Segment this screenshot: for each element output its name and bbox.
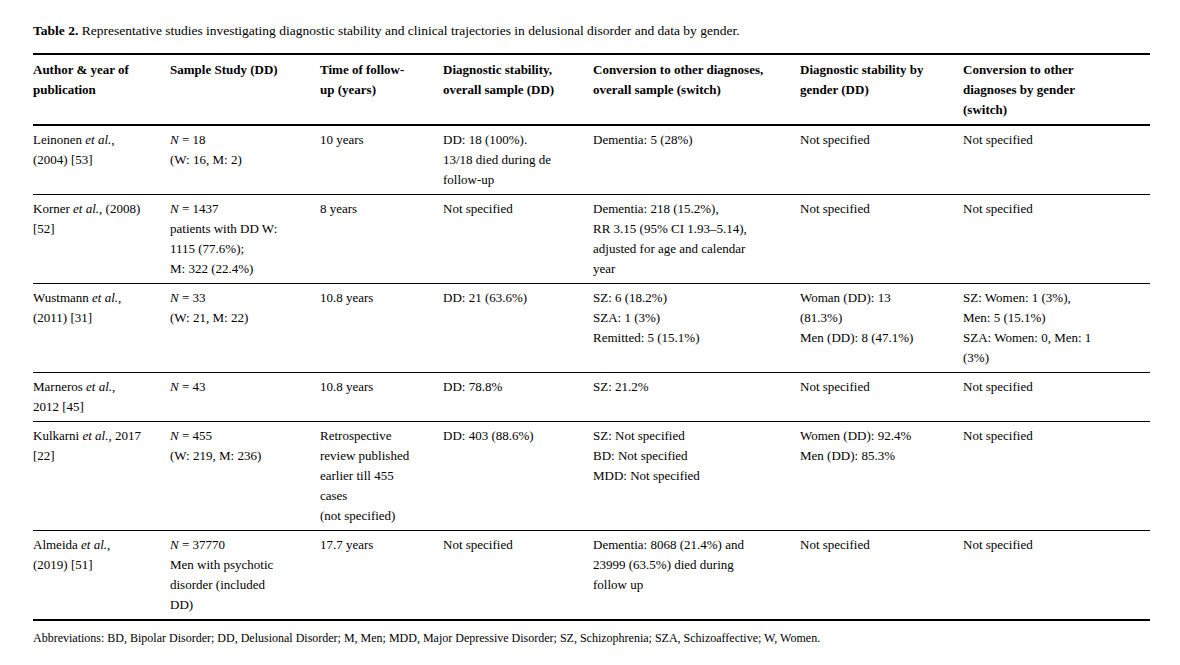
table-caption: Table 2. Representative studies investig…: [33, 14, 1150, 53]
conversion-overall-cell: SZ: Not specifiedBD: Not specifiedMDD: N…: [593, 422, 800, 531]
sample-study-cell: N = 455(W: 219, M: 236): [170, 422, 320, 531]
diagnostic-stability-gender-cell: Woman (DD): 13(81.3%)Men (DD): 8 (47.1%): [800, 284, 963, 373]
conversion-gender-cell: Not specified: [963, 373, 1150, 422]
table-header-row: Author & year ofpublicationSample Study …: [33, 54, 1150, 125]
diagnostic-stability-overall-cell: DD: 18 (100%).13/18 died during defollow…: [443, 125, 593, 195]
author-year-cell: Kulkarni et al., 2017[22]: [33, 422, 170, 531]
study-row-almeida-2019: Almeida et al.,(2019) [51]N = 37770Men w…: [33, 531, 1150, 621]
column-header-conversion-overall: Conversion to other diagnoses,overall sa…: [593, 54, 800, 125]
sample-study-cell: N = 43: [170, 373, 320, 422]
diagnostic-stability-gender-cell: Women (DD): 92.4%Men (DD): 85.3%: [800, 422, 963, 531]
follow-up-time-cell: 10 years: [320, 125, 443, 195]
author-year-cell: Korner et al., (2008)[52]: [33, 195, 170, 284]
study-row-marneros-2012: Marneros et al.,2012 [45]N = 4310.8 year…: [33, 373, 1150, 422]
column-header-author-year: Author & year ofpublication: [33, 54, 170, 125]
page: Table 2. Representative studies investig…: [0, 0, 1180, 646]
conversion-overall-cell: Dementia: 5 (28%): [593, 125, 800, 195]
study-row-wustmann-2011: Wustmann et al.,(2011) [31]N = 33(W: 21,…: [33, 284, 1150, 373]
conversion-overall-cell: Dementia: 8068 (21.4%) and23999 (63.5%) …: [593, 531, 800, 621]
column-header-diagnostic-stability-gender: Diagnostic stability bygender (DD): [800, 54, 963, 125]
table-caption-text: Representative studies investigating dia…: [78, 23, 739, 38]
author-year-cell: Marneros et al.,2012 [45]: [33, 373, 170, 422]
conversion-overall-cell: Dementia: 218 (15.2%),RR 3.15 (95% CI 1.…: [593, 195, 800, 284]
column-header-diagnostic-stability-overall: Diagnostic stability,overall sample (DD): [443, 54, 593, 125]
diagnostic-stability-overall-cell: DD: 403 (88.6%): [443, 422, 593, 531]
column-header-follow-up-time: Time of follow-up (years): [320, 54, 443, 125]
author-year-cell: Wustmann et al.,(2011) [31]: [33, 284, 170, 373]
diagnostic-stability-overall-cell: DD: 21 (63.6%): [443, 284, 593, 373]
follow-up-time-cell: 10.8 years: [320, 284, 443, 373]
diagnostic-stability-gender-cell: Not specified: [800, 373, 963, 422]
conversion-gender-cell: Not specified: [963, 531, 1150, 621]
studies-table: Author & year ofpublicationSample Study …: [33, 53, 1150, 621]
column-header-sample-study: Sample Study (DD): [170, 54, 320, 125]
conversion-gender-cell: SZ: Women: 1 (3%),Men: 5 (15.1%)SZA: Wom…: [963, 284, 1150, 373]
follow-up-time-cell: Retrospectivereview publishedearlier til…: [320, 422, 443, 531]
study-row-kulkarni-2017: Kulkarni et al., 2017[22]N = 455(W: 219,…: [33, 422, 1150, 531]
sample-study-cell: N = 18(W: 16, M: 2): [170, 125, 320, 195]
author-year-cell: Leinonen et al.,(2004) [53]: [33, 125, 170, 195]
diagnostic-stability-overall-cell: Not specified: [443, 195, 593, 284]
conversion-overall-cell: SZ: 21.2%: [593, 373, 800, 422]
sample-study-cell: N = 33(W: 21, M: 22): [170, 284, 320, 373]
table-caption-label: Table 2.: [33, 23, 78, 38]
column-header-conversion-gender: Conversion to otherdiagnoses by gender(s…: [963, 54, 1150, 125]
conversion-overall-cell: SZ: 6 (18.2%)SZA: 1 (3%)Remitted: 5 (15.…: [593, 284, 800, 373]
conversion-gender-cell: Not specified: [963, 125, 1150, 195]
follow-up-time-cell: 8 years: [320, 195, 443, 284]
diagnostic-stability-gender-cell: Not specified: [800, 531, 963, 621]
table-body: Leinonen et al.,(2004) [53]N = 18(W: 16,…: [33, 125, 1150, 620]
author-year-cell: Almeida et al.,(2019) [51]: [33, 531, 170, 621]
diagnostic-stability-overall-cell: DD: 78.8%: [443, 373, 593, 422]
diagnostic-stability-gender-cell: Not specified: [800, 195, 963, 284]
sample-study-cell: N = 1437patients with DD W:1115 (77.6%);…: [170, 195, 320, 284]
conversion-gender-cell: Not specified: [963, 195, 1150, 284]
conversion-gender-cell: Not specified: [963, 422, 1150, 531]
diagnostic-stability-overall-cell: Not specified: [443, 531, 593, 621]
sample-study-cell: N = 37770Men with psychoticdisorder (inc…: [170, 531, 320, 621]
abbreviations-note: Abbreviations: BD, Bipolar Disorder; DD,…: [33, 621, 1150, 646]
follow-up-time-cell: 10.8 years: [320, 373, 443, 422]
follow-up-time-cell: 17.7 years: [320, 531, 443, 621]
diagnostic-stability-gender-cell: Not specified: [800, 125, 963, 195]
study-row-leinonen-2004: Leinonen et al.,(2004) [53]N = 18(W: 16,…: [33, 125, 1150, 195]
study-row-korner-2008: Korner et al., (2008)[52]N = 1437patient…: [33, 195, 1150, 284]
